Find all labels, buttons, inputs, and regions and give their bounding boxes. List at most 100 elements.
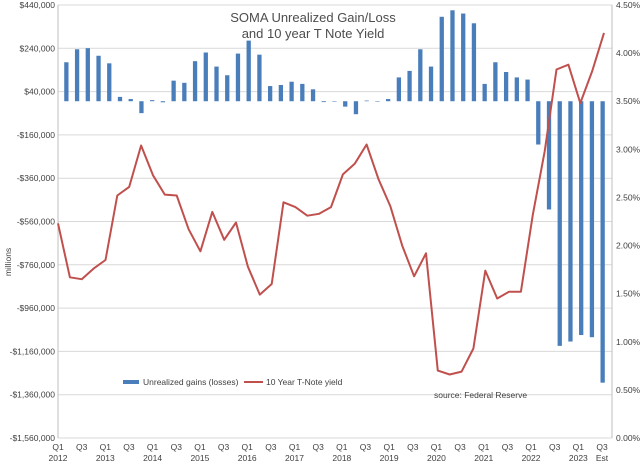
line-series (57, 32, 605, 376)
x-axis-quarter-label: Q3 (502, 442, 514, 452)
bar (579, 101, 584, 336)
bar (600, 101, 605, 383)
x-axis-year-label: 2020 (427, 453, 446, 463)
right-axis-tick-label: 2.50% (616, 192, 640, 202)
x-axis-quarter-label: Q1 (100, 442, 112, 452)
x-axis-year-label: 2019 (380, 453, 399, 463)
bar (493, 62, 498, 102)
right-axis-tick-label: 3.50% (616, 96, 640, 106)
x-axis-quarter-label: Q3 (454, 442, 466, 452)
left-axis-tick-label: -$1,560,000 (10, 433, 56, 443)
chart-title-line2: and 10 year T Note Yield (242, 26, 385, 41)
right-axis-tick-label: 0.00% (616, 433, 640, 443)
bar (353, 101, 359, 115)
bar (364, 100, 369, 102)
bar (503, 71, 509, 102)
x-axis-year-label: 2015 (190, 453, 209, 463)
x-axis-year-label: 2016 (238, 453, 257, 463)
bar (589, 101, 595, 338)
y-axis-label: millions (3, 248, 13, 276)
x-axis-quarter-label: Q1 (147, 442, 159, 452)
left-axis-tick-label: -$560,000 (17, 217, 56, 227)
right-axis-tick-label: 1.50% (616, 289, 640, 299)
bar (568, 101, 573, 342)
bar (450, 10, 455, 102)
x-axis-year-label: 2021 (474, 453, 493, 463)
x-axis-quarter-label: Q1 (431, 442, 443, 452)
bar (192, 61, 198, 102)
bar (514, 77, 519, 102)
bar (321, 101, 326, 103)
bar-series (64, 10, 605, 383)
x-axis-year-label: 2018 (332, 453, 351, 463)
x-axis-quarter-label: Q1 (383, 442, 395, 452)
x-axis-quarter-label: Q3 (549, 442, 561, 452)
bar (214, 66, 219, 102)
x-axis-year-label: 2023 (569, 453, 588, 463)
legend-label-line: 10 Year T-Note yield (266, 377, 343, 387)
right-axis-tick-label: 2.00% (616, 241, 640, 251)
left-axis-ticks: $440,000 $240,000 $40,000 -$160,000 -$360,00… (10, 0, 56, 443)
bar (461, 13, 466, 102)
x-axis-year-label: 2012 (49, 453, 68, 463)
bar (246, 40, 251, 102)
bar (74, 49, 80, 102)
chart-title-line1: SOMA Unrealized Gain/Loss (230, 10, 396, 25)
bar (64, 62, 69, 102)
x-axis-quarter-label: Q1 (289, 442, 301, 452)
left-axis-tick-label: -$160,000 (17, 130, 56, 140)
x-axis-quarter-label: Q3 (171, 442, 183, 452)
x-axis-quarter-label: Q3 (76, 442, 88, 452)
right-axis-tick-label: 1.00% (616, 337, 640, 347)
x-axis-quarter-label: Q3 (123, 442, 135, 452)
bar (525, 79, 530, 102)
bar (278, 84, 284, 102)
bar (235, 53, 241, 102)
bar (482, 83, 487, 102)
bar (128, 99, 133, 102)
bar (85, 48, 90, 102)
x-axis-year-label: 2017 (285, 453, 304, 463)
x-axis-quarter-label: Q3 (596, 442, 608, 452)
yield-line (57, 32, 605, 376)
x-axis-quarter-label: Q1 (525, 442, 537, 452)
bar (107, 63, 112, 102)
x-axis-year-label: 2014 (143, 453, 162, 463)
right-axis-tick-label: 3.00% (616, 144, 640, 154)
x-axis-quarter-label: Q3 (407, 442, 419, 452)
x-axis-year-label: Est (596, 453, 609, 463)
right-axis-tick-label: 4.50% (616, 0, 640, 10)
bar (418, 49, 423, 102)
bar (203, 52, 208, 102)
legend-swatch-bar (123, 380, 139, 384)
bar (171, 80, 176, 102)
bar (310, 89, 316, 102)
bar (225, 75, 230, 102)
bar (160, 101, 166, 103)
right-axis-ticks: 4.50% 4.00% 3.50% 3.00% 2.50% 2.00% 1.50% 1.00%… (616, 0, 640, 443)
left-axis-tick-label: -$1,360,000 (10, 390, 56, 400)
left-axis-tick-label: -$760,000 (17, 260, 56, 270)
bar (332, 101, 337, 102)
bar (182, 82, 187, 102)
bar (428, 66, 434, 102)
legend-label-bar: Unrealized gains (losses) (143, 377, 239, 387)
right-axis-tick-label: 4.00% (616, 48, 640, 58)
x-axis-quarter-label: Q1 (478, 442, 490, 452)
left-axis-tick-label: $240,000 (20, 43, 56, 53)
left-axis-tick-label: -$960,000 (17, 303, 56, 313)
x-axis-quarter-label: Q3 (265, 442, 277, 452)
bar (439, 16, 444, 102)
bar (343, 101, 348, 107)
legend: Unrealized gains (losses) 10 Year T-Note… (123, 377, 343, 387)
left-axis-tick-label: -$360,000 (17, 173, 56, 183)
bar (536, 101, 541, 145)
bar (407, 70, 412, 102)
bar (150, 100, 155, 102)
bar (471, 23, 477, 102)
x-axis-quarter-label: Q1 (194, 442, 206, 452)
bar (557, 101, 562, 346)
source-note: source: Federal Reserve (434, 390, 527, 400)
